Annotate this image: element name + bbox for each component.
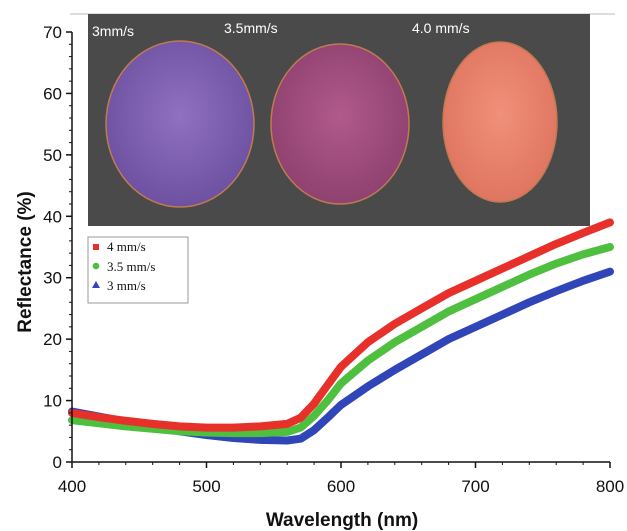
y-tick-label: 30	[43, 269, 62, 288]
series-layer	[68, 218, 614, 445]
y-tick-label: 50	[43, 146, 62, 165]
tick-layer: 0 10 20 30 40 50 60 70 400 500 600 700 800	[43, 23, 624, 496]
y-tick-label: 20	[43, 330, 62, 349]
x-axis-title: Wavelength (nm)	[266, 510, 418, 531]
y-axis-title: Reflectance (%)	[15, 191, 36, 333]
x-tick-label: 800	[596, 477, 624, 496]
sample-disc-3-5mm	[270, 43, 410, 205]
legend-marker-4mm	[93, 244, 99, 250]
legend-label-4mm: 4 mm/s	[107, 239, 146, 254]
y-tick-label: 60	[43, 84, 62, 103]
x-tick-label: 500	[192, 477, 220, 496]
x-tick-label: 400	[58, 477, 86, 496]
sample-disc-3mm	[105, 40, 255, 208]
y-tick-label: 40	[43, 207, 62, 226]
inset-photo: 3mm/s 3.5mm/s 4.0 mm/s	[88, 14, 590, 226]
series-line-1	[68, 243, 614, 438]
legend-marker-3-5mm	[92, 262, 100, 270]
y-tick-label: 70	[43, 23, 62, 42]
series-line-0	[68, 218, 614, 432]
legend-box	[87, 236, 189, 304]
legend-marker-3mm	[92, 281, 100, 288]
legend-label-3-5mm: 3.5 mm/s	[107, 259, 155, 274]
y-tick-label: 0	[53, 453, 62, 472]
photo-label-4mm: 4.0 mm/s	[412, 20, 470, 36]
sample-disc-4mm	[442, 41, 558, 203]
y-tick-label: 10	[43, 392, 62, 411]
photo-label-3mm: 3mm/s	[92, 23, 134, 39]
photo-label-3-5mm: 3.5mm/s	[224, 20, 278, 36]
legend-label-3mm: 3 mm/s	[107, 278, 146, 293]
legend: 4 mm/s 3.5 mm/s 3 mm/s	[87, 236, 189, 304]
x-tick-label: 600	[327, 477, 355, 496]
x-tick-label: 700	[461, 477, 489, 496]
